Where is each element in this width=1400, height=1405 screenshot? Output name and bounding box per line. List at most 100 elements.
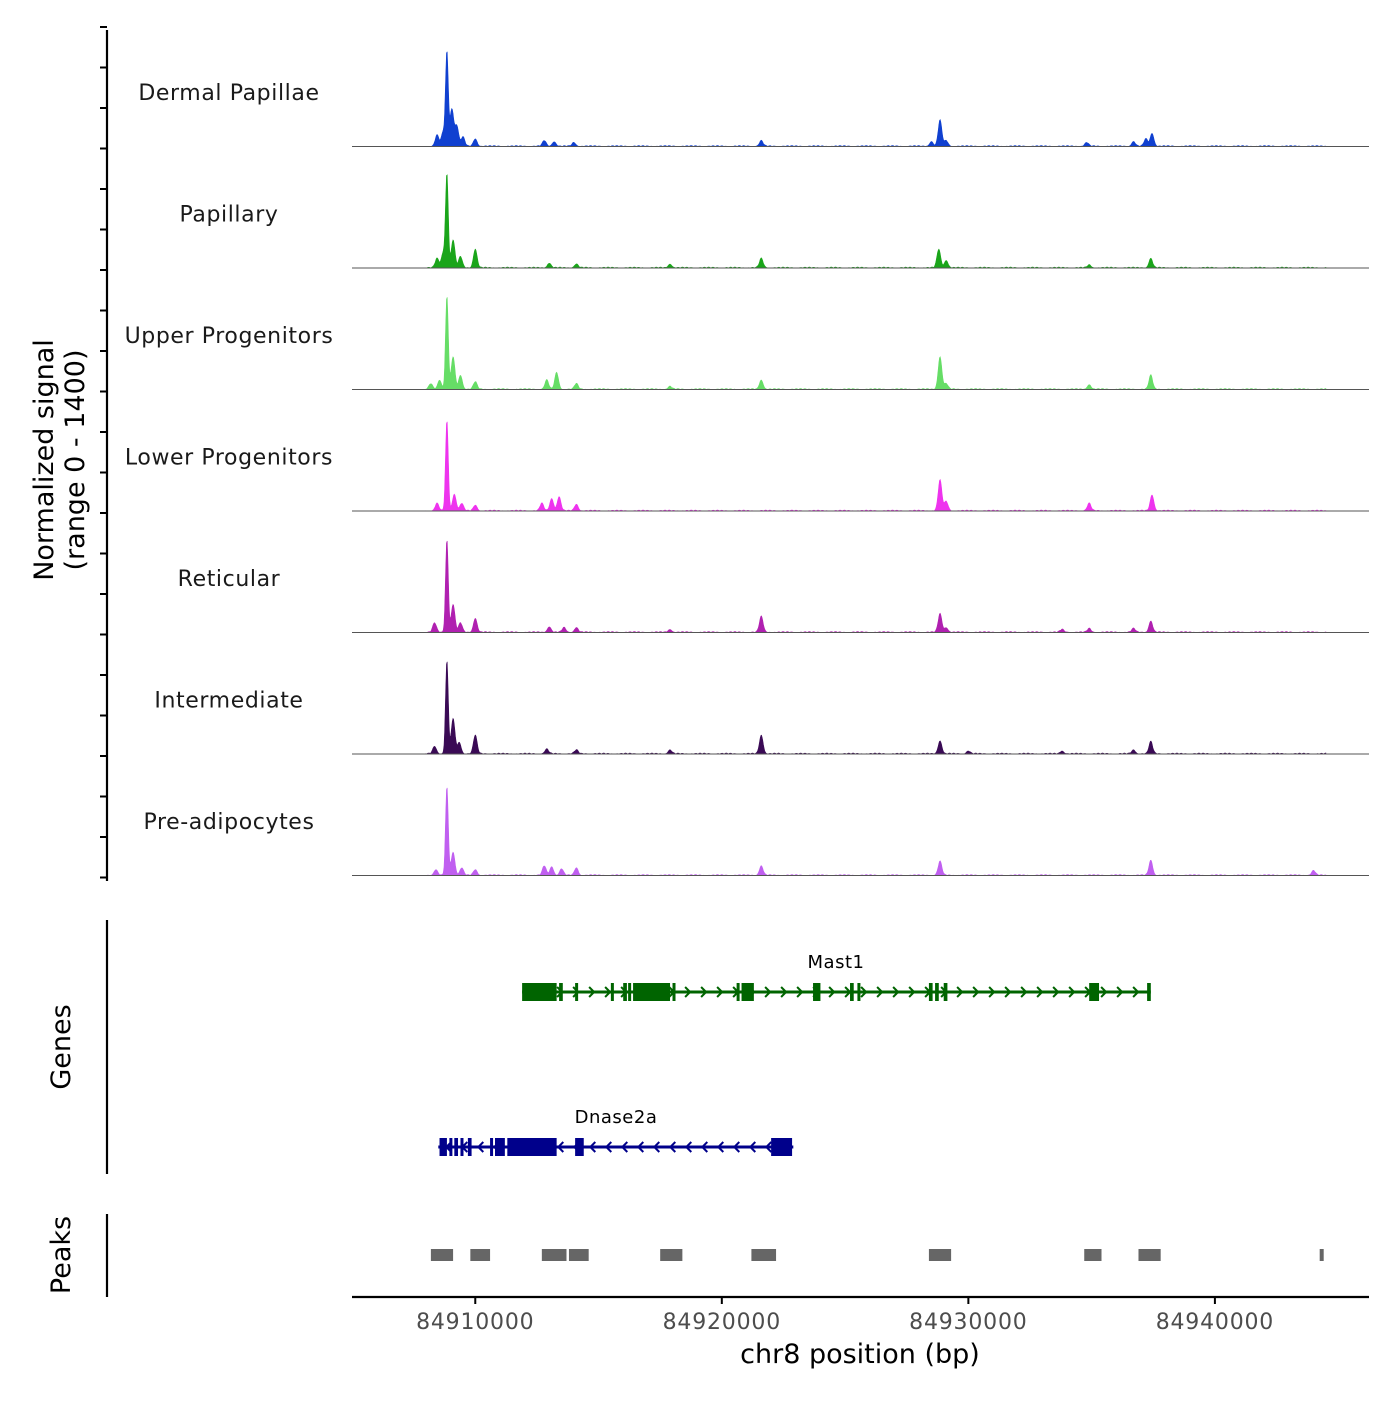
peaks-panel: Peaks bbox=[46, 1214, 1324, 1297]
signal-area bbox=[425, 51, 1327, 147]
strand-arrow bbox=[588, 1141, 597, 1153]
strand-arrow bbox=[700, 1141, 709, 1153]
gene-exon bbox=[850, 983, 854, 1001]
strand-arrow bbox=[892, 986, 900, 998]
gene-models: Mast1 Dnase2a bbox=[438, 952, 1151, 1156]
strand-arrow bbox=[604, 1141, 613, 1153]
strand-arrow bbox=[588, 986, 596, 998]
gene-exon bbox=[490, 1138, 494, 1156]
signal-ylabel-line1: Normalized signal bbox=[29, 339, 60, 581]
strand-arrow bbox=[732, 1141, 741, 1153]
gene-exon bbox=[672, 983, 676, 1001]
signal-area bbox=[425, 174, 1327, 269]
peak-regions bbox=[430, 1249, 1324, 1261]
strand-arrow bbox=[1132, 986, 1140, 998]
peak-region bbox=[660, 1249, 683, 1261]
track-label: Reticular bbox=[178, 567, 281, 592]
gene-exon bbox=[454, 1138, 459, 1156]
track-label: Upper Progenitors bbox=[125, 324, 334, 349]
strand-arrow bbox=[668, 1141, 677, 1153]
strand-arrow bbox=[620, 1141, 629, 1153]
strand-arrow bbox=[604, 986, 612, 998]
signal-area bbox=[425, 540, 1327, 633]
strand-arrow bbox=[652, 1141, 661, 1153]
strand-arrow bbox=[876, 986, 884, 998]
strand-arrow bbox=[956, 986, 964, 998]
peak-region bbox=[470, 1249, 491, 1261]
gene-exon bbox=[494, 1138, 505, 1156]
strand-arrow bbox=[684, 986, 692, 998]
track-upper-progenitors: Upper Progenitors bbox=[125, 297, 1369, 390]
gene-exon bbox=[575, 983, 579, 1001]
gene-exon bbox=[1089, 983, 1100, 1001]
signal-y-ticks bbox=[100, 26, 107, 879]
genes-ylabel: Genes bbox=[46, 1004, 77, 1089]
x-tick-label: 84940000 bbox=[1156, 1310, 1274, 1335]
track-reticular: Reticular bbox=[178, 540, 1369, 633]
gene-mast1: Mast1 bbox=[522, 952, 1151, 1001]
peak-region bbox=[1084, 1249, 1102, 1261]
gene-label: Dnase2a bbox=[575, 1107, 658, 1128]
gene-label: Mast1 bbox=[808, 952, 865, 973]
strand-arrow bbox=[1068, 986, 1076, 998]
strand-arrow bbox=[748, 1141, 757, 1153]
strand-arrow bbox=[972, 986, 980, 998]
gene-exon bbox=[935, 983, 939, 1001]
gene-exon bbox=[449, 1138, 453, 1156]
strand-arrow bbox=[476, 1141, 485, 1153]
track-dermal-papillae: Dermal Papillae bbox=[138, 51, 1369, 147]
signal-tracks: Dermal Papillae Papillary Upper Progenitor… bbox=[125, 51, 1369, 876]
peak-region bbox=[1138, 1249, 1161, 1261]
gene-exon bbox=[507, 1138, 557, 1156]
strand-arrow bbox=[908, 986, 916, 998]
x-ticks: 84910000 84920000 84930000 84940000 bbox=[416, 1297, 1274, 1335]
strand-arrow bbox=[1052, 986, 1060, 998]
strand-arrow bbox=[1004, 986, 1012, 998]
track-label: Dermal Papillae bbox=[138, 81, 319, 106]
track-intermediate: Intermediate bbox=[154, 661, 1369, 755]
gene-exon bbox=[559, 983, 563, 1001]
track-label: Pre-adipocytes bbox=[143, 810, 314, 835]
x-axis-title: chr8 position (bp) bbox=[740, 1339, 980, 1370]
strand-arrow bbox=[684, 1141, 693, 1153]
strand-arrow bbox=[988, 986, 996, 998]
signal-area bbox=[425, 421, 1327, 512]
gene-exon bbox=[628, 983, 632, 1001]
gene-exon bbox=[857, 983, 861, 1001]
strand-arrow bbox=[780, 986, 788, 998]
strand-arrow bbox=[1100, 986, 1108, 998]
gene-exon bbox=[741, 983, 754, 1001]
gene-exon bbox=[623, 983, 627, 1001]
strand-arrow bbox=[764, 1141, 773, 1153]
gene-exon bbox=[1147, 983, 1151, 1001]
strand-arrow bbox=[1036, 986, 1044, 998]
peak-region bbox=[430, 1249, 454, 1261]
genes-panel: Genes Mast1 Dnase2a bbox=[46, 920, 1151, 1174]
strand-arrow bbox=[1020, 986, 1028, 998]
x-axis: 84910000 84920000 84930000 84940000 chr8 po… bbox=[352, 1295, 1369, 1370]
gene-exon bbox=[460, 1138, 464, 1156]
signal-area bbox=[425, 297, 1327, 390]
x-tick-label: 84910000 bbox=[416, 1310, 534, 1335]
strand-arrow bbox=[860, 986, 868, 998]
track-label: Papillary bbox=[179, 203, 278, 228]
gene-exon bbox=[736, 983, 740, 1001]
gene-exon bbox=[633, 983, 671, 1001]
strand-arrow bbox=[828, 986, 836, 998]
strand-arrow bbox=[716, 986, 724, 998]
signal-ylabel-line2: (range 0 - 1400) bbox=[60, 350, 91, 571]
track-label: Lower Progenitors bbox=[125, 446, 333, 471]
strand-arrow bbox=[764, 986, 772, 998]
gene-exon bbox=[575, 1138, 584, 1156]
peak-region bbox=[928, 1249, 952, 1261]
x-tick-label: 84930000 bbox=[909, 1310, 1027, 1335]
gene-dnase2a: Dnase2a bbox=[438, 1107, 794, 1156]
gene-exon bbox=[943, 983, 948, 1001]
track-label: Intermediate bbox=[154, 689, 303, 714]
gene-exon bbox=[771, 1138, 793, 1156]
track-lower-progenitors: Lower Progenitors bbox=[125, 421, 1369, 512]
strand-arrow bbox=[716, 1141, 725, 1153]
strand-arrow bbox=[700, 986, 708, 998]
